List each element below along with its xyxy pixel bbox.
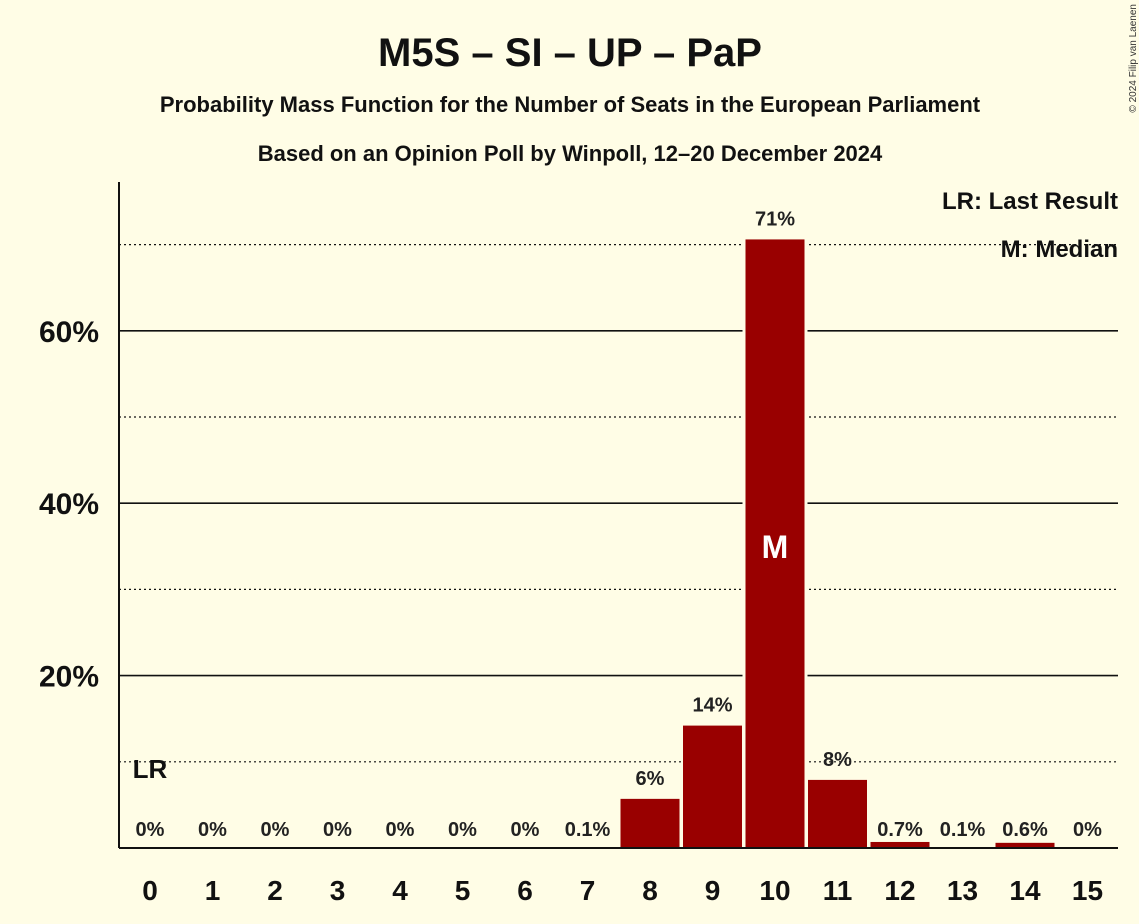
bar-value-label: 0%: [511, 819, 540, 841]
x-tick-label: 9: [705, 875, 721, 906]
bar-seat-11: [808, 779, 867, 848]
x-tick-label: 12: [884, 875, 915, 906]
x-tick-label: 3: [330, 875, 346, 906]
legend-last-result: LR: Last Result: [942, 188, 1118, 215]
bar-seat-14: [995, 842, 1055, 848]
x-tick-label: 7: [580, 875, 596, 906]
median-marker: M: [762, 529, 789, 565]
x-tick-label: 2: [267, 875, 283, 906]
bar-value-label: 0%: [136, 819, 165, 841]
gridlines: [119, 244, 1118, 763]
x-tick-label: 10: [759, 875, 790, 906]
y-tick-label: 60%: [39, 316, 99, 349]
bar-value-label: 0%: [1073, 819, 1102, 841]
x-tick-label: 1: [205, 875, 221, 906]
bar-seat-12: [870, 841, 930, 848]
bar-value-label: 0%: [448, 819, 477, 841]
chart-subtitle: Probability Mass Function for the Number…: [160, 92, 981, 117]
bar-value-label: 71%: [755, 208, 795, 230]
bars: [558, 239, 1055, 849]
x-tick-label: 14: [1009, 875, 1041, 906]
x-tick-label: 8: [642, 875, 658, 906]
bar-value-label: 6%: [636, 768, 665, 790]
y-axis-ticks: 20% 40% 60%: [39, 316, 99, 694]
bar-value-label: 0%: [386, 819, 415, 841]
x-tick-label: 15: [1072, 875, 1103, 906]
bar-seat-10: [745, 239, 805, 849]
x-tick-label: 11: [823, 875, 853, 906]
bar-seat-8: [620, 798, 680, 848]
x-axis-ticks: 0 1 2 3 4 5 6 7 8 9 10 11 12 13 14 15: [142, 875, 1103, 906]
y-tick-label: 20%: [39, 661, 99, 694]
x-tick-label: 6: [517, 875, 533, 906]
bar-value-label: 0.1%: [565, 819, 611, 841]
bar-value-label: 8%: [823, 749, 852, 771]
last-result-marker: LR: [133, 754, 168, 784]
bar-seat-9: [683, 725, 742, 848]
chart-subtitle-poll: Based on an Opinion Poll by Winpoll, 12–…: [258, 141, 883, 166]
x-tick-label: 0: [142, 875, 158, 906]
y-tick-label: 40%: [39, 488, 99, 521]
x-tick-label: 13: [947, 875, 978, 906]
bar-value-label: 0.6%: [1002, 819, 1048, 841]
chart-title: M5S – SI – UP – PaP: [378, 31, 762, 75]
bar-labels: 0% 0% 0% 0% 0% 0% 0% 0.1% 6% 14% 71% 8% 0.7% 0.1% 0.6%…: [133, 208, 1103, 841]
bar-value-label: 0.1%: [940, 819, 986, 841]
bar-value-label: 0%: [261, 819, 290, 841]
copyright-notice: © 2024 Filip van Laenen: [1128, 4, 1139, 113]
x-tick-label: 4: [392, 875, 408, 906]
x-tick-label: 5: [455, 875, 471, 906]
bar-value-label: 0%: [198, 819, 227, 841]
legend-median: M: Median: [1001, 236, 1118, 263]
bar-value-label: 0.7%: [877, 819, 923, 841]
bar-value-label: 14%: [692, 695, 732, 717]
bar-value-label: 0%: [323, 819, 352, 841]
